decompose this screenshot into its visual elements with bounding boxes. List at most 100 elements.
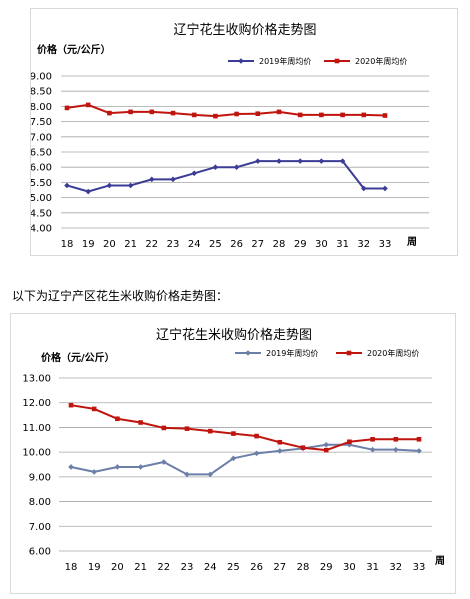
data-point <box>234 111 239 117</box>
x-tick-label: 21 <box>134 562 147 573</box>
x-tick-label: 18 <box>65 562 78 573</box>
y-tick-label: 8.00 <box>31 102 52 113</box>
y-tick-label: 9.00 <box>29 472 51 483</box>
x-tick-label: 31 <box>366 562 379 573</box>
y-tick-label: 7.00 <box>29 522 51 533</box>
y-tick-label: 6.00 <box>31 163 52 174</box>
series-line <box>70 443 420 476</box>
series-line <box>66 160 385 193</box>
data-point <box>319 112 324 118</box>
x-tick-label: 27 <box>273 562 286 573</box>
legend-marker <box>245 350 251 356</box>
data-point <box>255 158 261 164</box>
x-tick-label: 32 <box>389 562 402 573</box>
data-point <box>184 426 190 431</box>
y-axis-label: 价格（元/公斤） <box>41 351 115 364</box>
x-axis-label: 周 <box>407 236 417 248</box>
data-point <box>339 158 346 164</box>
legend-label: 2019年周均价 <box>266 348 318 358</box>
x-tick-label: 30 <box>315 239 328 250</box>
x-axis-label: 周 <box>435 555 445 567</box>
data-point <box>233 164 240 170</box>
legend-label: 2020年周均价 <box>367 348 419 358</box>
y-tick-label: 8.00 <box>29 497 51 508</box>
data-point <box>297 158 303 164</box>
y-tick-label: 4.50 <box>31 208 52 219</box>
x-tick-label: 25 <box>227 562 240 573</box>
x-tick-label: 25 <box>209 239 222 250</box>
data-point <box>255 111 261 116</box>
data-point <box>68 464 74 470</box>
y-axis-label: 价格（元/公斤） <box>37 43 111 56</box>
data-point <box>161 459 167 465</box>
x-tick-label: 28 <box>273 239 286 250</box>
data-point <box>149 176 155 183</box>
y-tick-label: 6.50 <box>31 148 52 159</box>
x-tick-label: 18 <box>61 239 74 250</box>
data-point <box>114 464 121 470</box>
y-tick-label: 12.00 <box>22 398 51 409</box>
data-point <box>106 182 113 189</box>
data-point <box>138 420 143 425</box>
data-point <box>231 431 236 436</box>
legend-marker <box>334 58 340 64</box>
data-point <box>382 185 388 192</box>
x-tick-label: 32 <box>357 239 370 250</box>
data-point <box>230 455 237 462</box>
x-tick-label: 21 <box>124 239 137 250</box>
y-tick-label: 4.00 <box>31 224 52 235</box>
data-point <box>68 402 74 408</box>
data-point <box>161 425 167 431</box>
legend-marker <box>346 350 352 356</box>
chart-panel-peanut: 辽宁花生收购价格走势图 价格（元/公斤） 9.00 8.50 8.00 7.50 7.00 6… <box>30 8 458 256</box>
data-point <box>382 113 388 118</box>
y-tick-label: 7.00 <box>31 132 52 143</box>
x-tick-label: 20 <box>111 562 124 573</box>
y-tick-label: 5.00 <box>31 193 52 204</box>
data-point <box>416 448 422 454</box>
data-point <box>253 450 260 457</box>
data-point <box>207 428 213 434</box>
data-point <box>170 176 176 183</box>
x-tick-label: 33 <box>413 562 426 573</box>
y-tick-label: 13.00 <box>22 374 51 385</box>
data-point <box>115 416 120 422</box>
data-point <box>254 433 259 439</box>
data-point <box>64 105 70 111</box>
data-point <box>207 471 213 478</box>
x-tick-label: 31 <box>336 239 349 250</box>
x-tick-label: 33 <box>379 239 392 250</box>
data-point <box>416 436 422 442</box>
data-point <box>91 406 97 412</box>
data-point <box>277 448 283 454</box>
y-tick-label: 9.00 <box>31 72 52 83</box>
x-tick-label: 24 <box>204 562 217 573</box>
x-tick-label: 29 <box>294 239 307 250</box>
x-tick-label: 29 <box>320 562 333 573</box>
x-tick-label: 20 <box>103 239 116 250</box>
x-tick-label: 28 <box>297 562 310 573</box>
data-point <box>393 436 399 442</box>
y-tick-label: 8.50 <box>31 87 52 98</box>
data-point <box>85 102 91 108</box>
data-point <box>149 109 155 115</box>
data-point <box>170 110 176 116</box>
chart-title: 辽宁花生收购价格走势图 <box>173 22 316 38</box>
data-point <box>369 446 376 453</box>
y-tick-label: 11.00 <box>22 423 51 434</box>
data-point <box>276 158 282 164</box>
legend-label: 2019年周均价 <box>259 56 311 66</box>
data-point <box>184 471 190 478</box>
data-point <box>297 112 303 118</box>
data-point <box>64 182 70 189</box>
data-point <box>107 110 112 116</box>
data-point <box>318 158 325 164</box>
data-point <box>191 112 197 118</box>
section-caption: 以下为辽宁产区花生米收购价格走势图： <box>12 289 229 303</box>
data-point <box>137 464 144 470</box>
x-tick-label: 24 <box>188 239 201 250</box>
x-tick-label: 22 <box>145 239 158 250</box>
chart-title: 辽宁花生米收购价格走势图 <box>156 327 312 343</box>
